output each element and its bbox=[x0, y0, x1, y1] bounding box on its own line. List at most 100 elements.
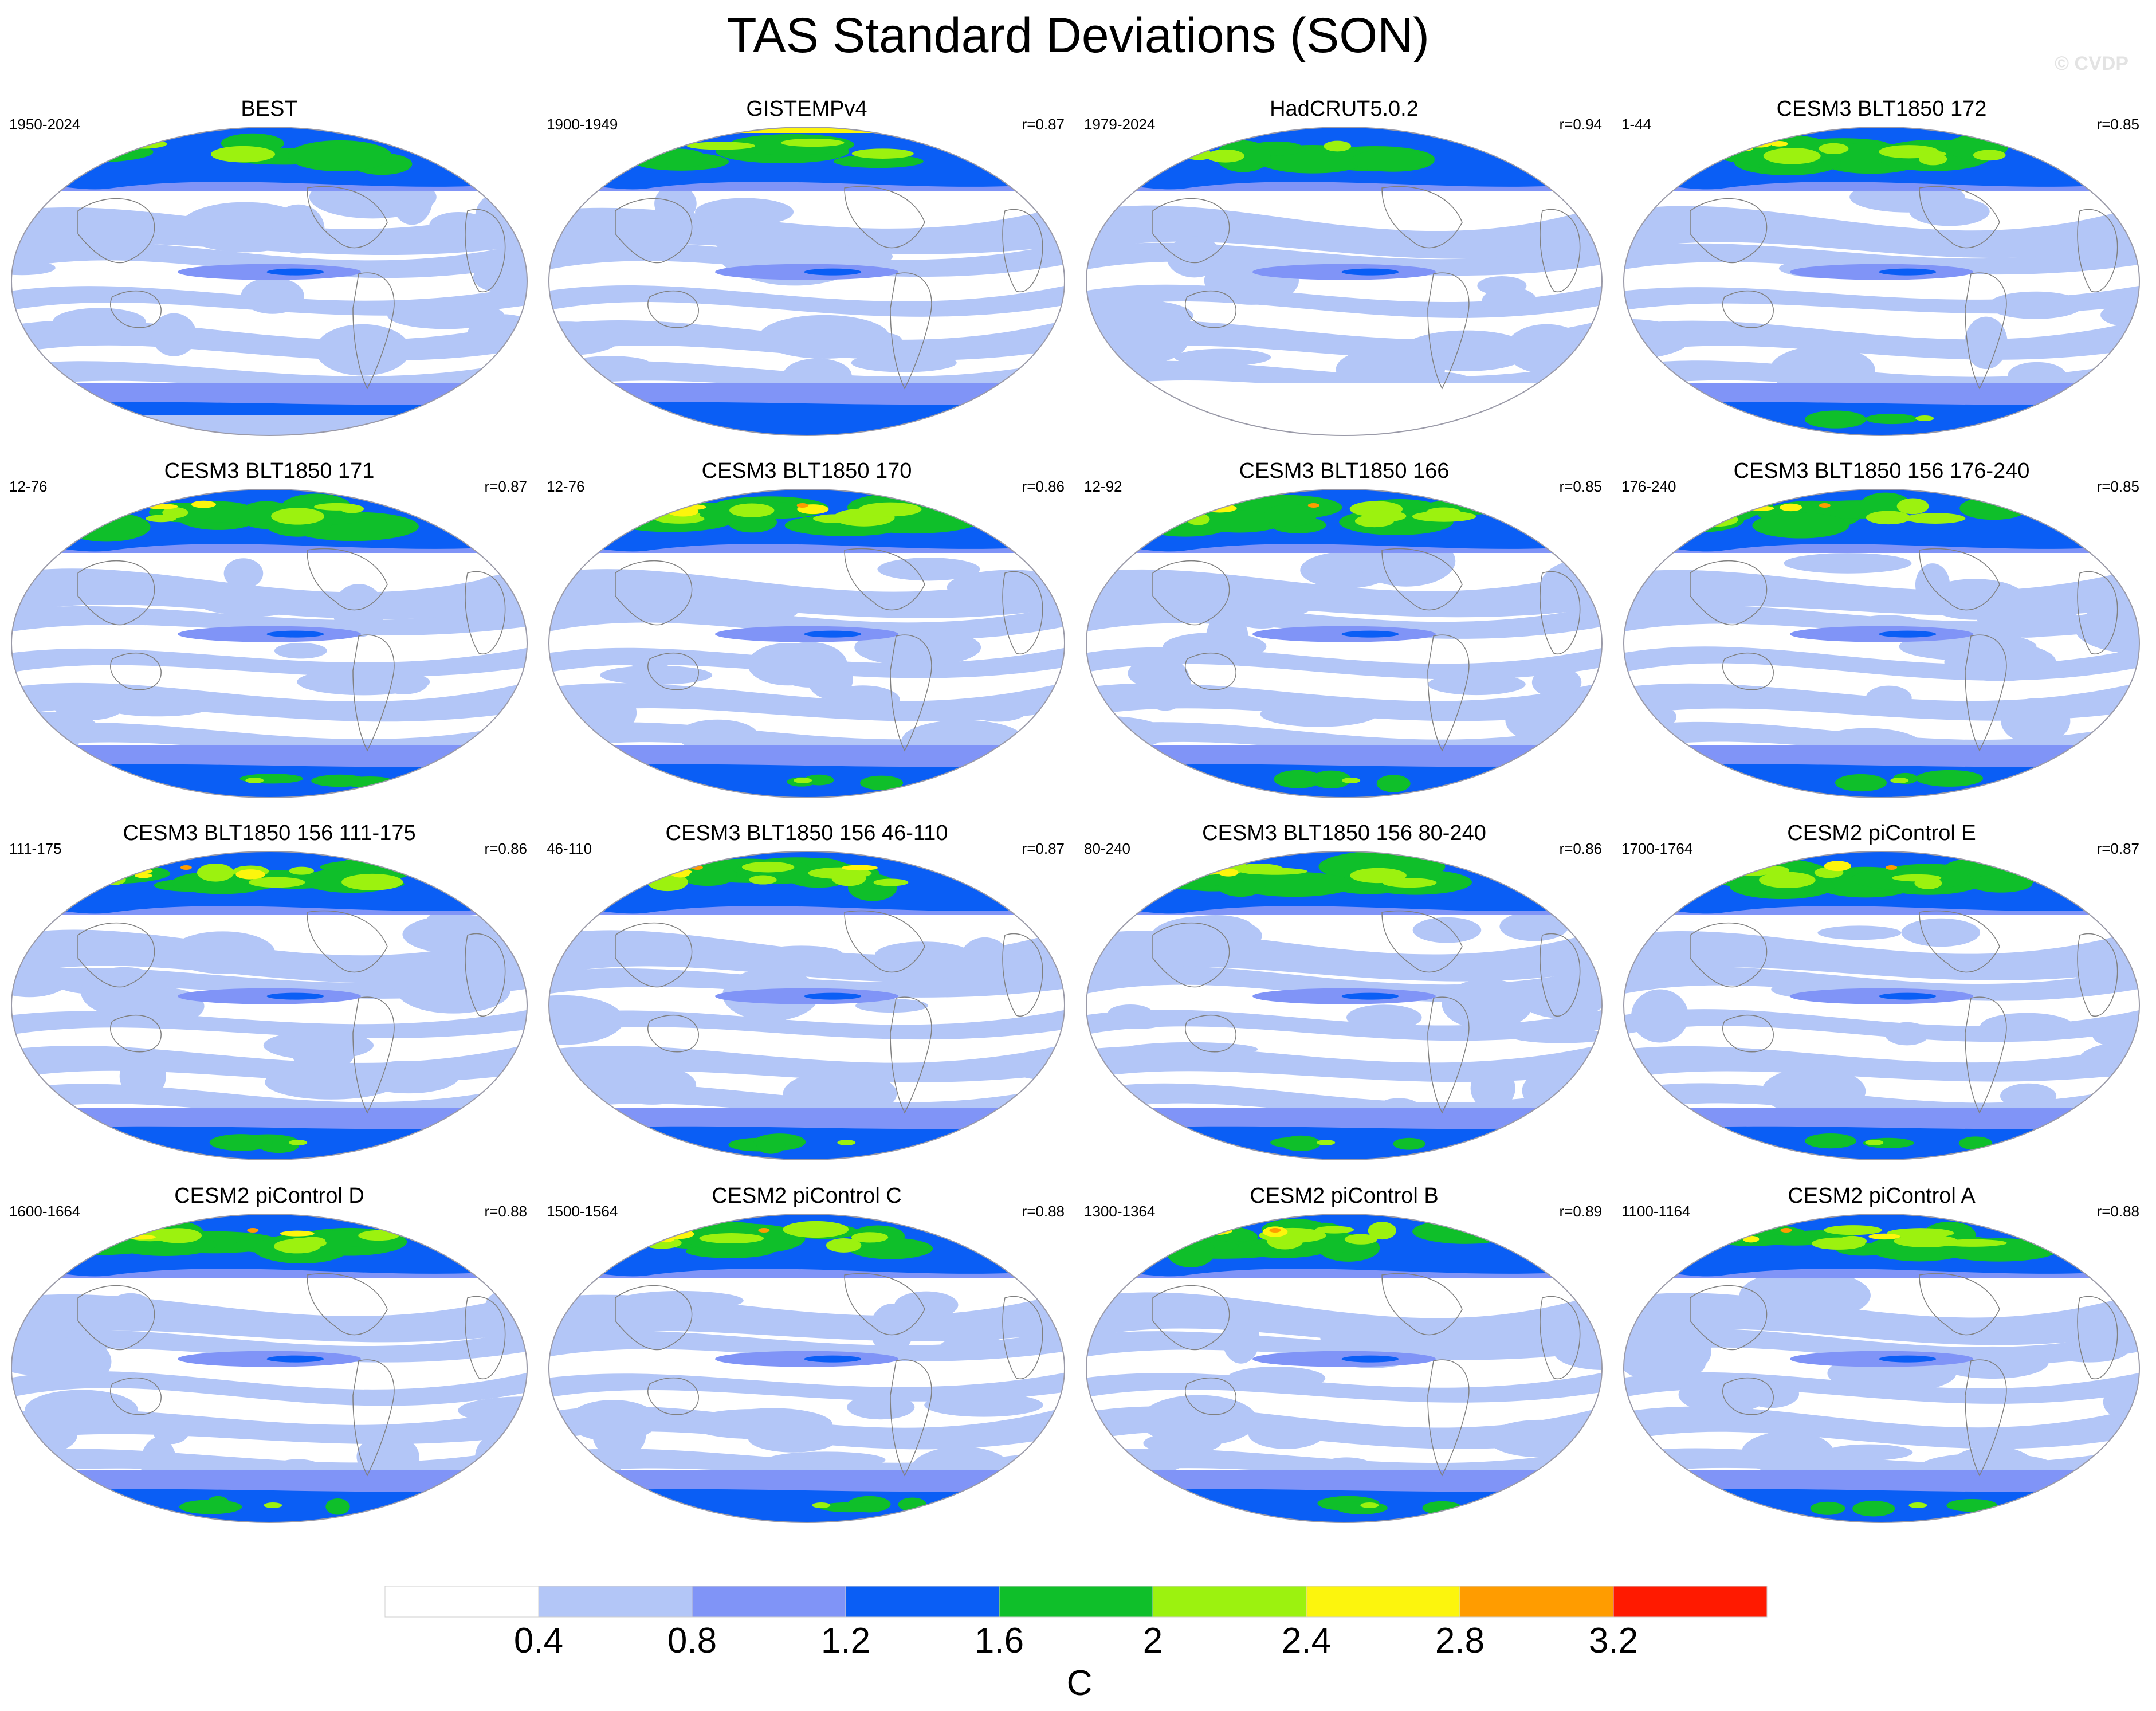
contour-blob bbox=[396, 968, 510, 1014]
panel-period: 176-240 bbox=[1621, 478, 1676, 495]
panel-title: CESM3 BLT1850 166 bbox=[1239, 459, 1450, 483]
contour-blob bbox=[1884, 1022, 1930, 1046]
coastline bbox=[890, 996, 932, 1114]
panel-period: 1950-2024 bbox=[9, 116, 81, 133]
contour-blob bbox=[44, 1410, 120, 1428]
contour-blob bbox=[429, 211, 488, 239]
map-panel: CESM3 BLT1850 156 46-110 46-110 r=0.87 bbox=[537, 821, 1076, 1179]
coastline bbox=[307, 548, 388, 611]
contour-blob bbox=[869, 978, 988, 998]
contour-band-2-2.4 bbox=[154, 1228, 202, 1243]
coastline bbox=[1540, 209, 1581, 293]
colorbar-box bbox=[384, 1586, 539, 1618]
coastline bbox=[1540, 571, 1581, 655]
coastline bbox=[1919, 910, 2000, 973]
panel-title: CESM2 piControl B bbox=[1250, 1184, 1439, 1208]
enso-core bbox=[1341, 1355, 1399, 1363]
map-border bbox=[1623, 1214, 2140, 1523]
panel-title: CESM3 BLT1850 156 80-240 bbox=[1202, 821, 1486, 845]
contour-band-2-2.4 bbox=[749, 875, 777, 885]
map-border bbox=[548, 1214, 1065, 1523]
contour-band-0.4-0.8 bbox=[549, 285, 1065, 317]
contour-blob bbox=[1691, 1384, 1747, 1414]
contour-blob bbox=[626, 653, 673, 668]
contour-band-0.4-0.8 bbox=[549, 682, 1065, 721]
coastline bbox=[110, 1014, 162, 1053]
contour-blob bbox=[673, 595, 799, 626]
coastline bbox=[1427, 634, 1470, 752]
map-panel: CESM3 BLT1850 171 12-76 r=0.87 bbox=[0, 458, 539, 817]
enso-core bbox=[804, 992, 862, 1000]
map-border bbox=[1086, 851, 1603, 1160]
panel-title: CESM3 BLT1850 156 176-240 bbox=[1733, 459, 2030, 483]
contour-band-2-2.4 bbox=[1364, 510, 1407, 522]
contour-band-2.4-2.8 bbox=[1770, 140, 1788, 147]
contour-blob bbox=[549, 995, 624, 1045]
contour-blob bbox=[1980, 1013, 2074, 1040]
coastline bbox=[1152, 560, 1230, 626]
contour-blob bbox=[1817, 925, 1902, 940]
colorbar-tick-label: 0.8 bbox=[667, 1621, 717, 1661]
coastline bbox=[1965, 996, 2007, 1114]
map-robinson-projection bbox=[1084, 487, 1604, 803]
coastline bbox=[890, 1359, 932, 1477]
coastline bbox=[844, 910, 925, 973]
coastline bbox=[615, 922, 693, 988]
contour-band-2-2.4 bbox=[858, 502, 922, 517]
contour-band-1.6-2 bbox=[679, 864, 737, 886]
contour-band-2-2.4 bbox=[1919, 153, 1947, 166]
map-panel: CESM2 piControl E 1700-1764 r=0.87 bbox=[1612, 821, 2151, 1179]
contour-band-2-2.4 bbox=[1908, 1502, 1927, 1508]
contour-blob bbox=[1248, 1419, 1325, 1449]
enso-core bbox=[1341, 630, 1399, 638]
contour-band-1.6-2 bbox=[1351, 149, 1435, 172]
enso-core bbox=[266, 630, 324, 638]
map-border bbox=[1623, 489, 2140, 798]
contour-band-1.6-2 bbox=[756, 1137, 786, 1154]
contour-blob bbox=[576, 690, 637, 735]
coastline bbox=[110, 1377, 162, 1415]
contour-blob bbox=[1517, 1318, 1592, 1351]
contour-band-2-2.4 bbox=[1317, 1140, 1336, 1145]
contour-blob bbox=[877, 558, 980, 581]
coastline bbox=[1722, 1014, 1774, 1053]
contour-blob bbox=[1163, 632, 1267, 661]
contour-band-1.6-2 bbox=[1318, 851, 1446, 882]
coastline bbox=[890, 634, 932, 752]
coastline bbox=[647, 652, 699, 690]
contour-band-2.4-2.8 bbox=[1780, 503, 1802, 512]
contour-blob bbox=[771, 642, 847, 688]
contour-blob bbox=[119, 1053, 166, 1099]
contour-blob bbox=[297, 668, 430, 696]
coastline bbox=[352, 1359, 395, 1477]
contour-band-2.8-3.2 bbox=[180, 865, 192, 870]
contour-band-0.4-0.8 bbox=[1624, 929, 2139, 980]
contour-blob bbox=[1519, 980, 1602, 1019]
contour-blob bbox=[1174, 348, 1271, 366]
contour-band-2-2.4 bbox=[1866, 511, 1911, 525]
contour-blob bbox=[356, 1434, 419, 1480]
contour-blob bbox=[870, 1304, 914, 1355]
contour-blob bbox=[1260, 701, 1378, 727]
enso-core bbox=[804, 268, 862, 276]
colorbar-units: C bbox=[1066, 1663, 1093, 1703]
contour-band-0.4-0.8 bbox=[1086, 1372, 1602, 1403]
contour-band-2-2.4 bbox=[729, 503, 775, 517]
coastline bbox=[1427, 1359, 1470, 1477]
contour-band-2-2.4 bbox=[1973, 150, 2006, 161]
contour-blob bbox=[592, 1411, 646, 1458]
coastline bbox=[844, 186, 925, 249]
watermark: © CVDP bbox=[2055, 53, 2128, 74]
panel-period: 46-110 bbox=[547, 840, 592, 857]
panel-title: CESM2 piControl D bbox=[174, 1184, 364, 1208]
contour-band-1.6-2 bbox=[1281, 1135, 1321, 1151]
map-panel: CESM2 piControl A 1100-1164 r=0.88 bbox=[1612, 1183, 2151, 1541]
contour-band-1.6-2 bbox=[1264, 504, 1317, 527]
contour-blob bbox=[111, 1293, 151, 1315]
coastline bbox=[2077, 209, 2118, 293]
contour-band-2-2.4 bbox=[741, 861, 795, 873]
map-border bbox=[1623, 127, 2140, 436]
panel-correlation: r=0.87 bbox=[1022, 116, 1065, 133]
contour-blob bbox=[1624, 582, 1715, 620]
contour-blob bbox=[855, 999, 929, 1013]
